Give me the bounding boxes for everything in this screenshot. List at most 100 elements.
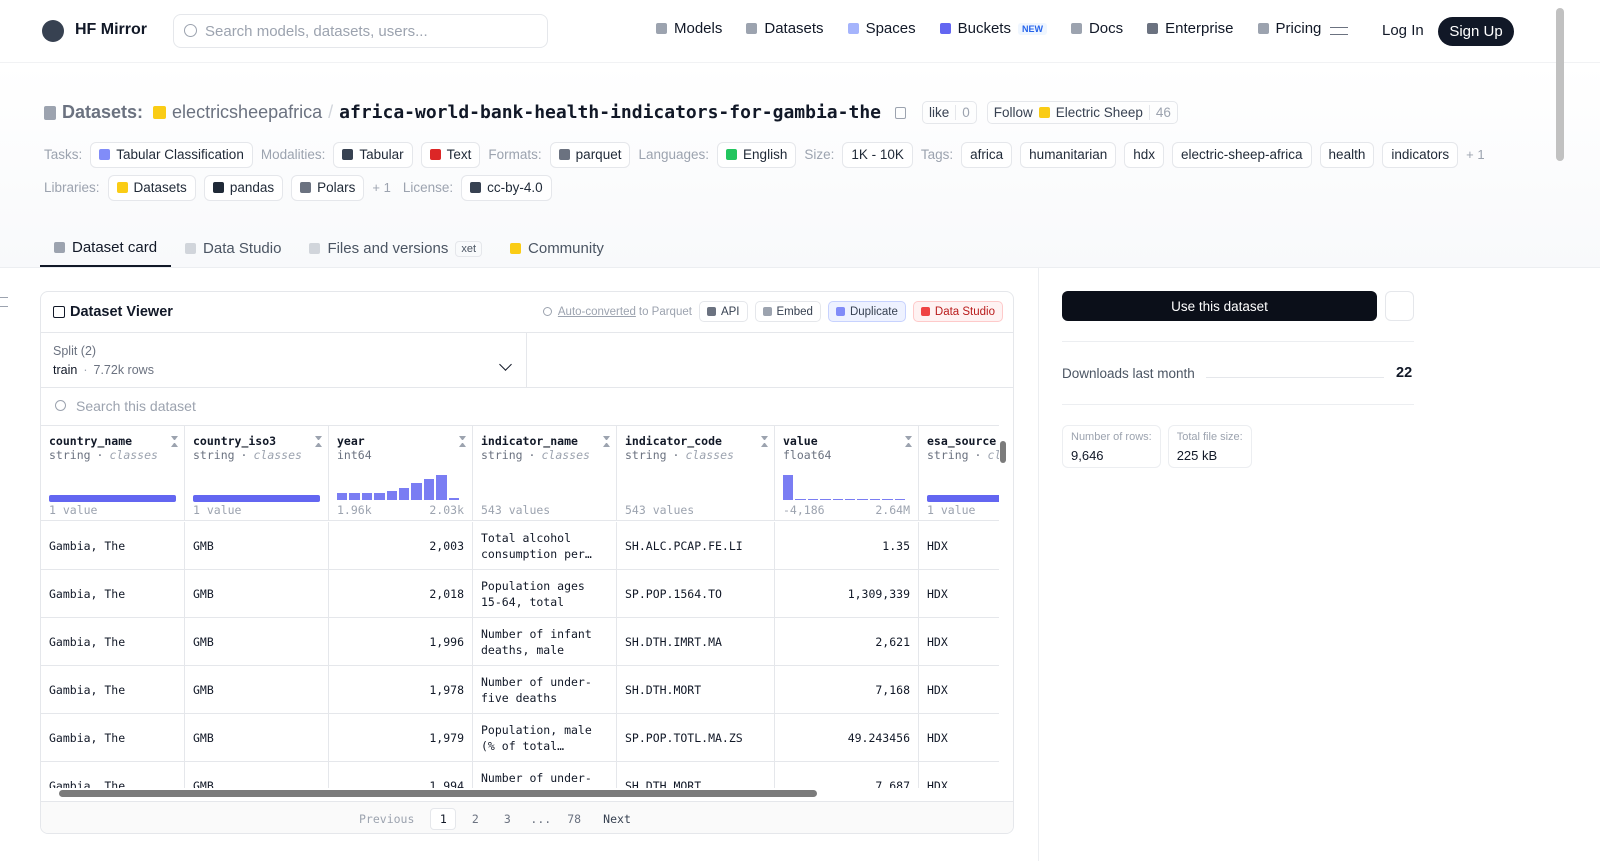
org-avatar (1038, 107, 1050, 118)
page[interactable]: 2 (471, 812, 479, 826)
histogram-bar (386, 491, 397, 500)
tag[interactable]: humanitarian (1020, 141, 1117, 168)
viewer-button[interactable]: Embed (754, 301, 821, 322)
more-button[interactable] (1385, 291, 1414, 321)
viewer-search[interactable]: Search this dataset (76, 398, 196, 414)
owner[interactable]: electricsheepafrica (172, 102, 323, 122)
nav-link[interactable]: Spaces (847, 20, 916, 37)
dataset-name[interactable]: africa-world-bank-health-indicators-for-… (339, 102, 881, 123)
tag[interactable]: English (717, 141, 797, 168)
tag[interactable]: Text (420, 141, 481, 168)
tag[interactable]: Tabular (333, 141, 413, 168)
sort-icon[interactable] (603, 436, 610, 447)
column-name: country_iso3 (193, 434, 277, 448)
nav-link[interactable]: Datasets (746, 20, 824, 37)
class-bar (49, 495, 176, 502)
tag[interactable]: indicators (1382, 141, 1459, 168)
table-cell: SH.DTH.MORT (617, 666, 775, 714)
table-cell: 7,687 (775, 762, 919, 788)
viewer-button[interactable]: Data Studio (912, 301, 1003, 322)
table-cell: 7,168 (775, 666, 919, 714)
page-scrollbar[interactable] (1556, 8, 1564, 161)
tag[interactable]: cc-by-4.0 (461, 174, 552, 201)
signup[interactable]: Sign Up (1438, 17, 1514, 46)
sort-icon[interactable] (171, 436, 178, 447)
search-box[interactable]: Search models, datasets, users... (173, 14, 548, 48)
tag[interactable]: hdx (1124, 141, 1164, 168)
button-icon (835, 307, 845, 316)
tab[interactable]: Community (496, 230, 618, 267)
histogram-bar (349, 492, 360, 500)
viewer-button[interactable]: API (698, 301, 748, 322)
previous[interactable]: Previous (359, 812, 415, 826)
use-dataset-button[interactable]: Use this dataset (1062, 291, 1377, 321)
tag[interactable]: pandas (203, 174, 284, 201)
tag[interactable]: parquet (549, 141, 631, 168)
side-toggle[interactable] (0, 297, 8, 307)
split-select[interactable]: Split (2) train · 7.72k rows (41, 333, 527, 388)
page[interactable]: ... (530, 812, 552, 826)
nav-label: Models (674, 20, 723, 37)
tab[interactable]: Data Studio (171, 230, 295, 267)
table-cell: SP.POP.TOTL.MA.ZS (617, 714, 775, 762)
tab-icon (54, 242, 65, 253)
copy-icon[interactable] (895, 106, 906, 119)
sort-icon[interactable] (315, 436, 322, 447)
nav-link[interactable]: Models (656, 20, 722, 37)
tab[interactable]: Dataset card (40, 230, 172, 267)
table-cell: Number of infant deaths, male (473, 618, 617, 666)
follow-button[interactable]: Follow Electric Sheep 46 (986, 101, 1178, 124)
page[interactable]: 3 (503, 812, 511, 826)
nav-link[interactable]: Enterprise (1147, 20, 1234, 37)
nav-icon (656, 23, 667, 34)
nav-link[interactable]: Docs (1070, 20, 1123, 37)
tag[interactable]: electric-sheep-africa (1172, 141, 1312, 168)
table-cell: Gambia, The (41, 570, 185, 618)
button-label: Duplicate (849, 305, 898, 318)
tag[interactable]: health (1319, 141, 1375, 168)
cell-text: HDX (927, 730, 948, 745)
cell-text: HDX (927, 682, 948, 697)
logo[interactable] (42, 20, 64, 42)
metadata-row: Tasks: Tabular Classification Modalities: T… (44, 138, 1497, 171)
divider (1038, 268, 1039, 861)
table-cell: Gambia, The (41, 522, 185, 570)
nav-label: Spaces (865, 20, 916, 37)
sort-icon[interactable] (905, 436, 912, 447)
column-header: indicator_name string · classes 543 values (473, 426, 617, 521)
column-type: string · classes (927, 448, 999, 462)
tag[interactable]: 1K - 10K (842, 141, 913, 168)
tag-label: hdx (1133, 147, 1155, 162)
v-thumb[interactable] (1000, 441, 1006, 463)
tab[interactable]: Files and versions xet (295, 230, 496, 267)
cell-text: Number of under-five deaths (481, 770, 592, 789)
page[interactable]: 78 (567, 812, 582, 826)
page[interactable]: 1 (430, 808, 457, 830)
tag[interactable]: Polars (291, 174, 365, 201)
tag[interactable]: Tabular Classification (90, 141, 253, 168)
cell-text: 2,621 (875, 634, 910, 649)
more-tags[interactable]: + 1 (1466, 147, 1485, 162)
next[interactable]: Next (603, 812, 631, 826)
menu-icon[interactable] (1330, 27, 1348, 35)
tag[interactable]: Datasets (107, 174, 196, 201)
h-thumb[interactable] (59, 790, 817, 797)
like-button[interactable]: like 0 (922, 101, 977, 124)
brand[interactable]: HF Mirror (75, 21, 147, 38)
nav-link[interactable]: Buckets NEW (939, 20, 1047, 37)
auto-converted-link[interactable]: Auto-converted (557, 305, 636, 318)
convert-icon (542, 307, 552, 316)
sort-icon[interactable] (761, 436, 768, 447)
table-cell: 1,309,339 (775, 570, 919, 618)
more-tags[interactable]: + 1 (372, 180, 391, 195)
sort-icon[interactable] (459, 436, 466, 447)
login[interactable]: Log In (1382, 22, 1424, 39)
viewer-button[interactable]: Duplicate (827, 301, 906, 322)
tag[interactable]: africa (961, 141, 1013, 168)
column-name: year (337, 434, 365, 448)
cell-text: 2,018 (429, 586, 464, 601)
like-label: like (929, 105, 950, 120)
tag-label: Polars (317, 180, 356, 195)
class-bar (193, 495, 320, 502)
nav-link[interactable]: Pricing (1257, 20, 1321, 37)
